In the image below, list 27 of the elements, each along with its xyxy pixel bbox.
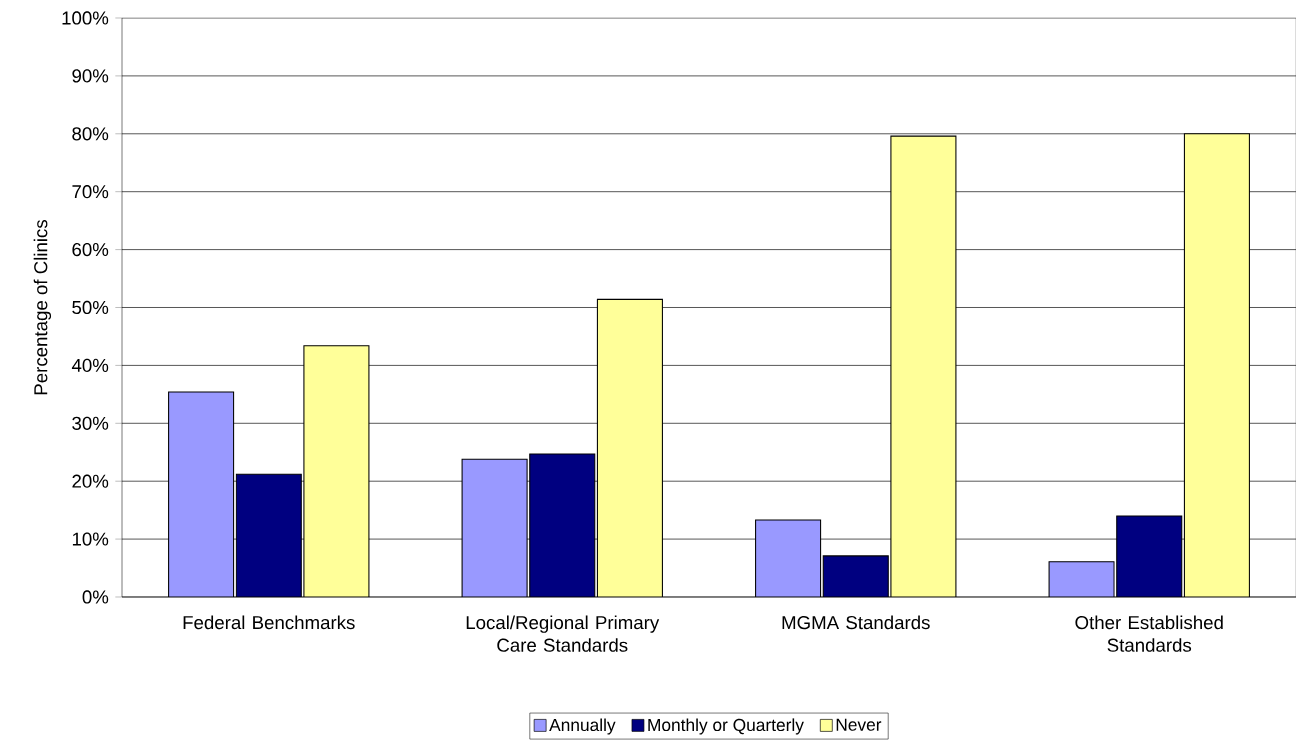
x-tick-label: Local/Regional Primary Care Standards bbox=[466, 615, 660, 652]
bar bbox=[1183, 133, 1250, 597]
bar bbox=[596, 298, 663, 597]
bar bbox=[822, 555, 889, 597]
y-tick-label: 0% bbox=[82, 590, 109, 604]
x-tick-label: Other Established Standards bbox=[1075, 615, 1223, 652]
y-tick-label: 60% bbox=[72, 242, 109, 257]
x-tick-label: Federal Benchmarks bbox=[183, 615, 355, 630]
y-axis-title: Percentage of Clinics bbox=[33, 220, 52, 395]
legend-label: Annually bbox=[549, 718, 616, 735]
y-tick-label: 10% bbox=[72, 532, 109, 546]
bar bbox=[303, 345, 370, 597]
y-tick-label: 80% bbox=[72, 127, 109, 141]
legend-label: Never bbox=[836, 718, 882, 731]
x-tick-label: MGMA Standards bbox=[782, 615, 930, 630]
y-tick-label: 100% bbox=[62, 11, 109, 25]
y-tick-label: 20% bbox=[72, 474, 109, 488]
y-tick-label: 50% bbox=[72, 300, 109, 315]
bar bbox=[1116, 515, 1183, 597]
y-tick-label: 30% bbox=[72, 416, 109, 430]
y-tick-label: 90% bbox=[72, 69, 109, 83]
bar bbox=[529, 453, 596, 597]
bar bbox=[890, 135, 957, 597]
y-tick-label: 70% bbox=[72, 185, 109, 199]
legend-label: Monthly or Quarterly bbox=[648, 718, 804, 735]
bar bbox=[235, 473, 302, 597]
y-tick-label: 40% bbox=[71, 358, 109, 373]
